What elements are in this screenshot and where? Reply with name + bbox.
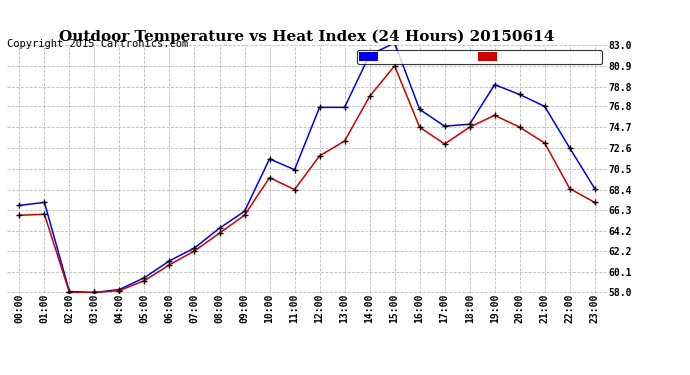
- Legend: Heat Index (°F), Temperature (°F): Heat Index (°F), Temperature (°F): [357, 50, 602, 64]
- Title: Outdoor Temperature vs Heat Index (24 Hours) 20150614: Outdoor Temperature vs Heat Index (24 Ho…: [59, 30, 555, 44]
- Text: Copyright 2015 Cartronics.com: Copyright 2015 Cartronics.com: [7, 39, 188, 50]
